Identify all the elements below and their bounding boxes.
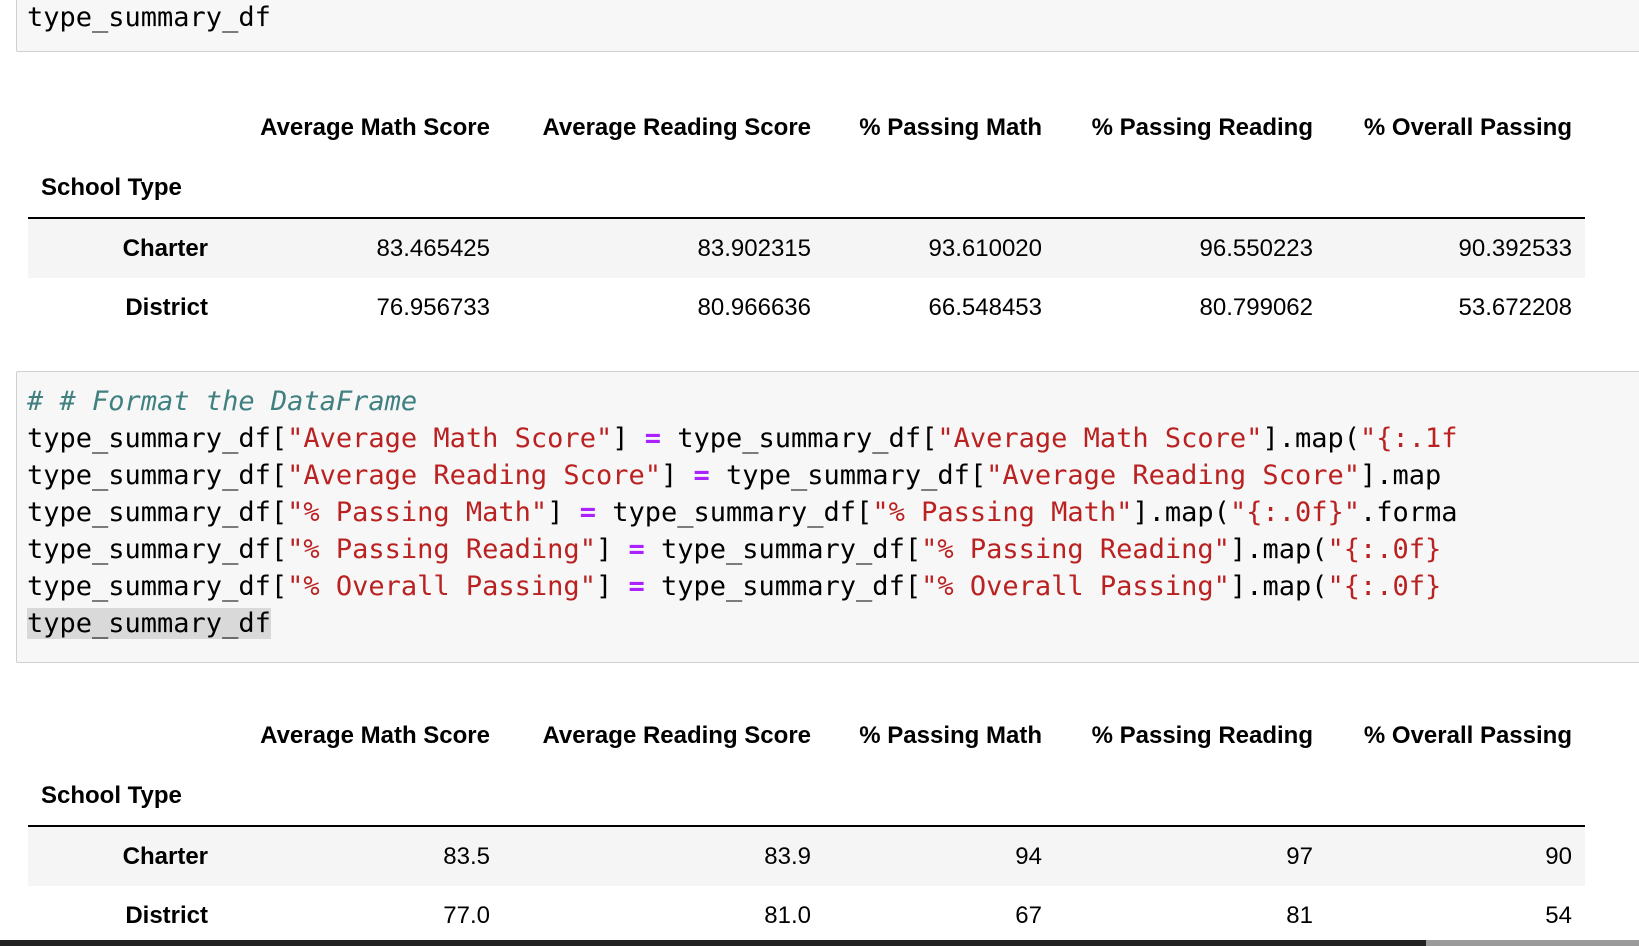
code-cell-format[interactable]: # # Format the DataFrame type_summary_df…: [16, 371, 1639, 663]
table-cell: 67: [1015, 902, 1042, 929]
table-cell: 80.799062: [1199, 294, 1313, 321]
index-header-row: School Type: [28, 766, 1585, 827]
dataframe-output-raw: Average Math Score Average Reading Score…: [28, 98, 1585, 338]
code-line: type_summary_df["% Passing Math"] = type…: [27, 497, 1458, 528]
column-header: % Overall Passing: [1363, 722, 1572, 749]
column-header: % Passing Math: [859, 114, 1042, 141]
code-line: type_summary_df["% Overall Passing"] = t…: [27, 571, 1442, 602]
table-cell: 83.902315: [697, 234, 811, 262]
table-cell: 54: [1545, 902, 1572, 929]
row-index: District: [125, 294, 208, 321]
selected-code-text[interactable]: type_summary_df: [27, 608, 271, 639]
header-blank: [28, 98, 221, 158]
table-cell: 97: [1286, 842, 1313, 870]
code-line: # # Format the DataFrame: [27, 383, 417, 420]
table-cell: 90: [1545, 842, 1572, 870]
row-index: Charter: [122, 842, 208, 870]
column-header: % Overall Passing: [1363, 114, 1572, 141]
horizontal-scrollbar[interactable]: [0, 940, 1639, 946]
code-line: type_summary_df["Average Math Score"] = …: [27, 423, 1458, 454]
table-cell: 76.956733: [376, 294, 490, 321]
code-cell-display[interactable]: type_summary_df: [16, 0, 1639, 52]
code-line: type_summary_df: [27, 605, 271, 642]
scrollbar-thumb[interactable]: [1426, 940, 1639, 946]
table-cell: 83.9: [764, 842, 811, 870]
column-header: % Passing Math: [859, 722, 1042, 749]
table-cell: 81.0: [764, 902, 811, 929]
column-header: % Passing Reading: [1091, 722, 1313, 749]
table-cell: 83.5: [443, 842, 490, 870]
column-header: Average Math Score: [260, 722, 490, 749]
code-text: type_summary_df: [27, 2, 271, 33]
code-line: type_summary_df: [27, 0, 271, 36]
row-index: District: [125, 902, 208, 929]
index-name: School Type: [28, 158, 221, 219]
index-header-row: School Type: [28, 158, 1585, 219]
table-row: Charter 83.5 83.9 94 97 90: [28, 826, 1585, 886]
code-line: type_summary_df["Average Reading Score"]…: [27, 460, 1442, 491]
dataframe-output-formatted: Average Math Score Average Reading Score…: [28, 706, 1585, 946]
column-header-row: Average Math Score Average Reading Score…: [28, 98, 1585, 158]
code-comment: # # Format the DataFrame: [27, 386, 418, 417]
table-cell: 83.465425: [376, 234, 490, 262]
row-index: Charter: [122, 234, 208, 262]
table-cell: 94: [1015, 842, 1042, 870]
table-cell: 96.550223: [1199, 234, 1313, 262]
column-header-row: Average Math Score Average Reading Score…: [28, 706, 1585, 766]
table-row: District 77.0 81.0 67 81 54: [28, 886, 1585, 946]
header-blank: [28, 706, 221, 766]
column-header: Average Reading Score: [542, 722, 811, 749]
table-row: District 76.956733 80.966636 66.548453 8…: [28, 278, 1585, 338]
table-cell: 77.0: [443, 902, 490, 929]
column-header: Average Math Score: [260, 114, 490, 141]
column-header: Average Reading Score: [542, 114, 811, 141]
table-cell: 81: [1286, 902, 1313, 929]
table-cell: 80.966636: [697, 294, 811, 321]
table-cell: 93.610020: [928, 234, 1042, 262]
table-cell: 90.392533: [1458, 234, 1572, 262]
index-name: School Type: [28, 766, 221, 827]
table-cell: 53.672208: [1458, 294, 1572, 321]
column-header: % Passing Reading: [1091, 114, 1313, 141]
code-line: type_summary_df["% Passing Reading"] = t…: [27, 534, 1442, 565]
table-cell: 66.548453: [928, 294, 1042, 321]
table-row: Charter 83.465425 83.902315 93.610020 96…: [28, 218, 1585, 278]
